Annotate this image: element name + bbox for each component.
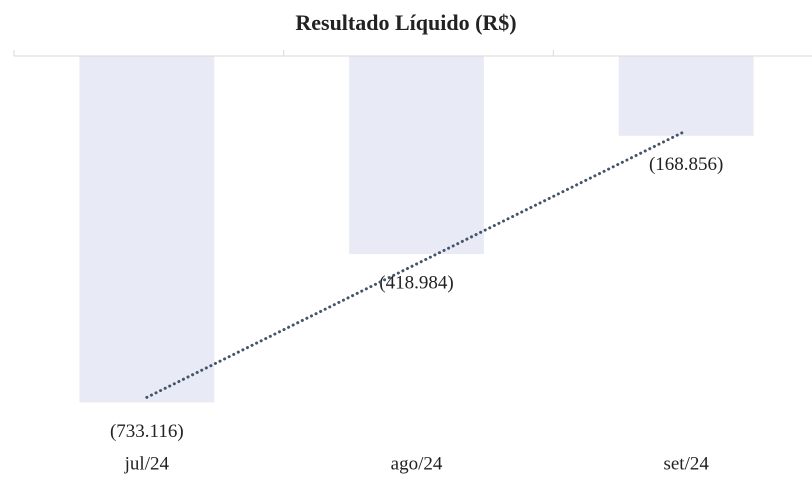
bar xyxy=(618,56,754,136)
bar xyxy=(79,56,215,403)
x-tick-label: jul/24 xyxy=(124,453,170,474)
bar xyxy=(349,56,484,254)
data-label: (733.116) xyxy=(110,421,184,442)
trendline xyxy=(145,129,688,399)
x-tick-label: set/24 xyxy=(663,453,709,474)
data-label: (418.984) xyxy=(379,272,453,293)
x-tick-label: ago/24 xyxy=(391,453,443,474)
chart-title: Resultado Líquido (R$) xyxy=(295,10,516,35)
data-label: (168.856) xyxy=(649,154,723,175)
